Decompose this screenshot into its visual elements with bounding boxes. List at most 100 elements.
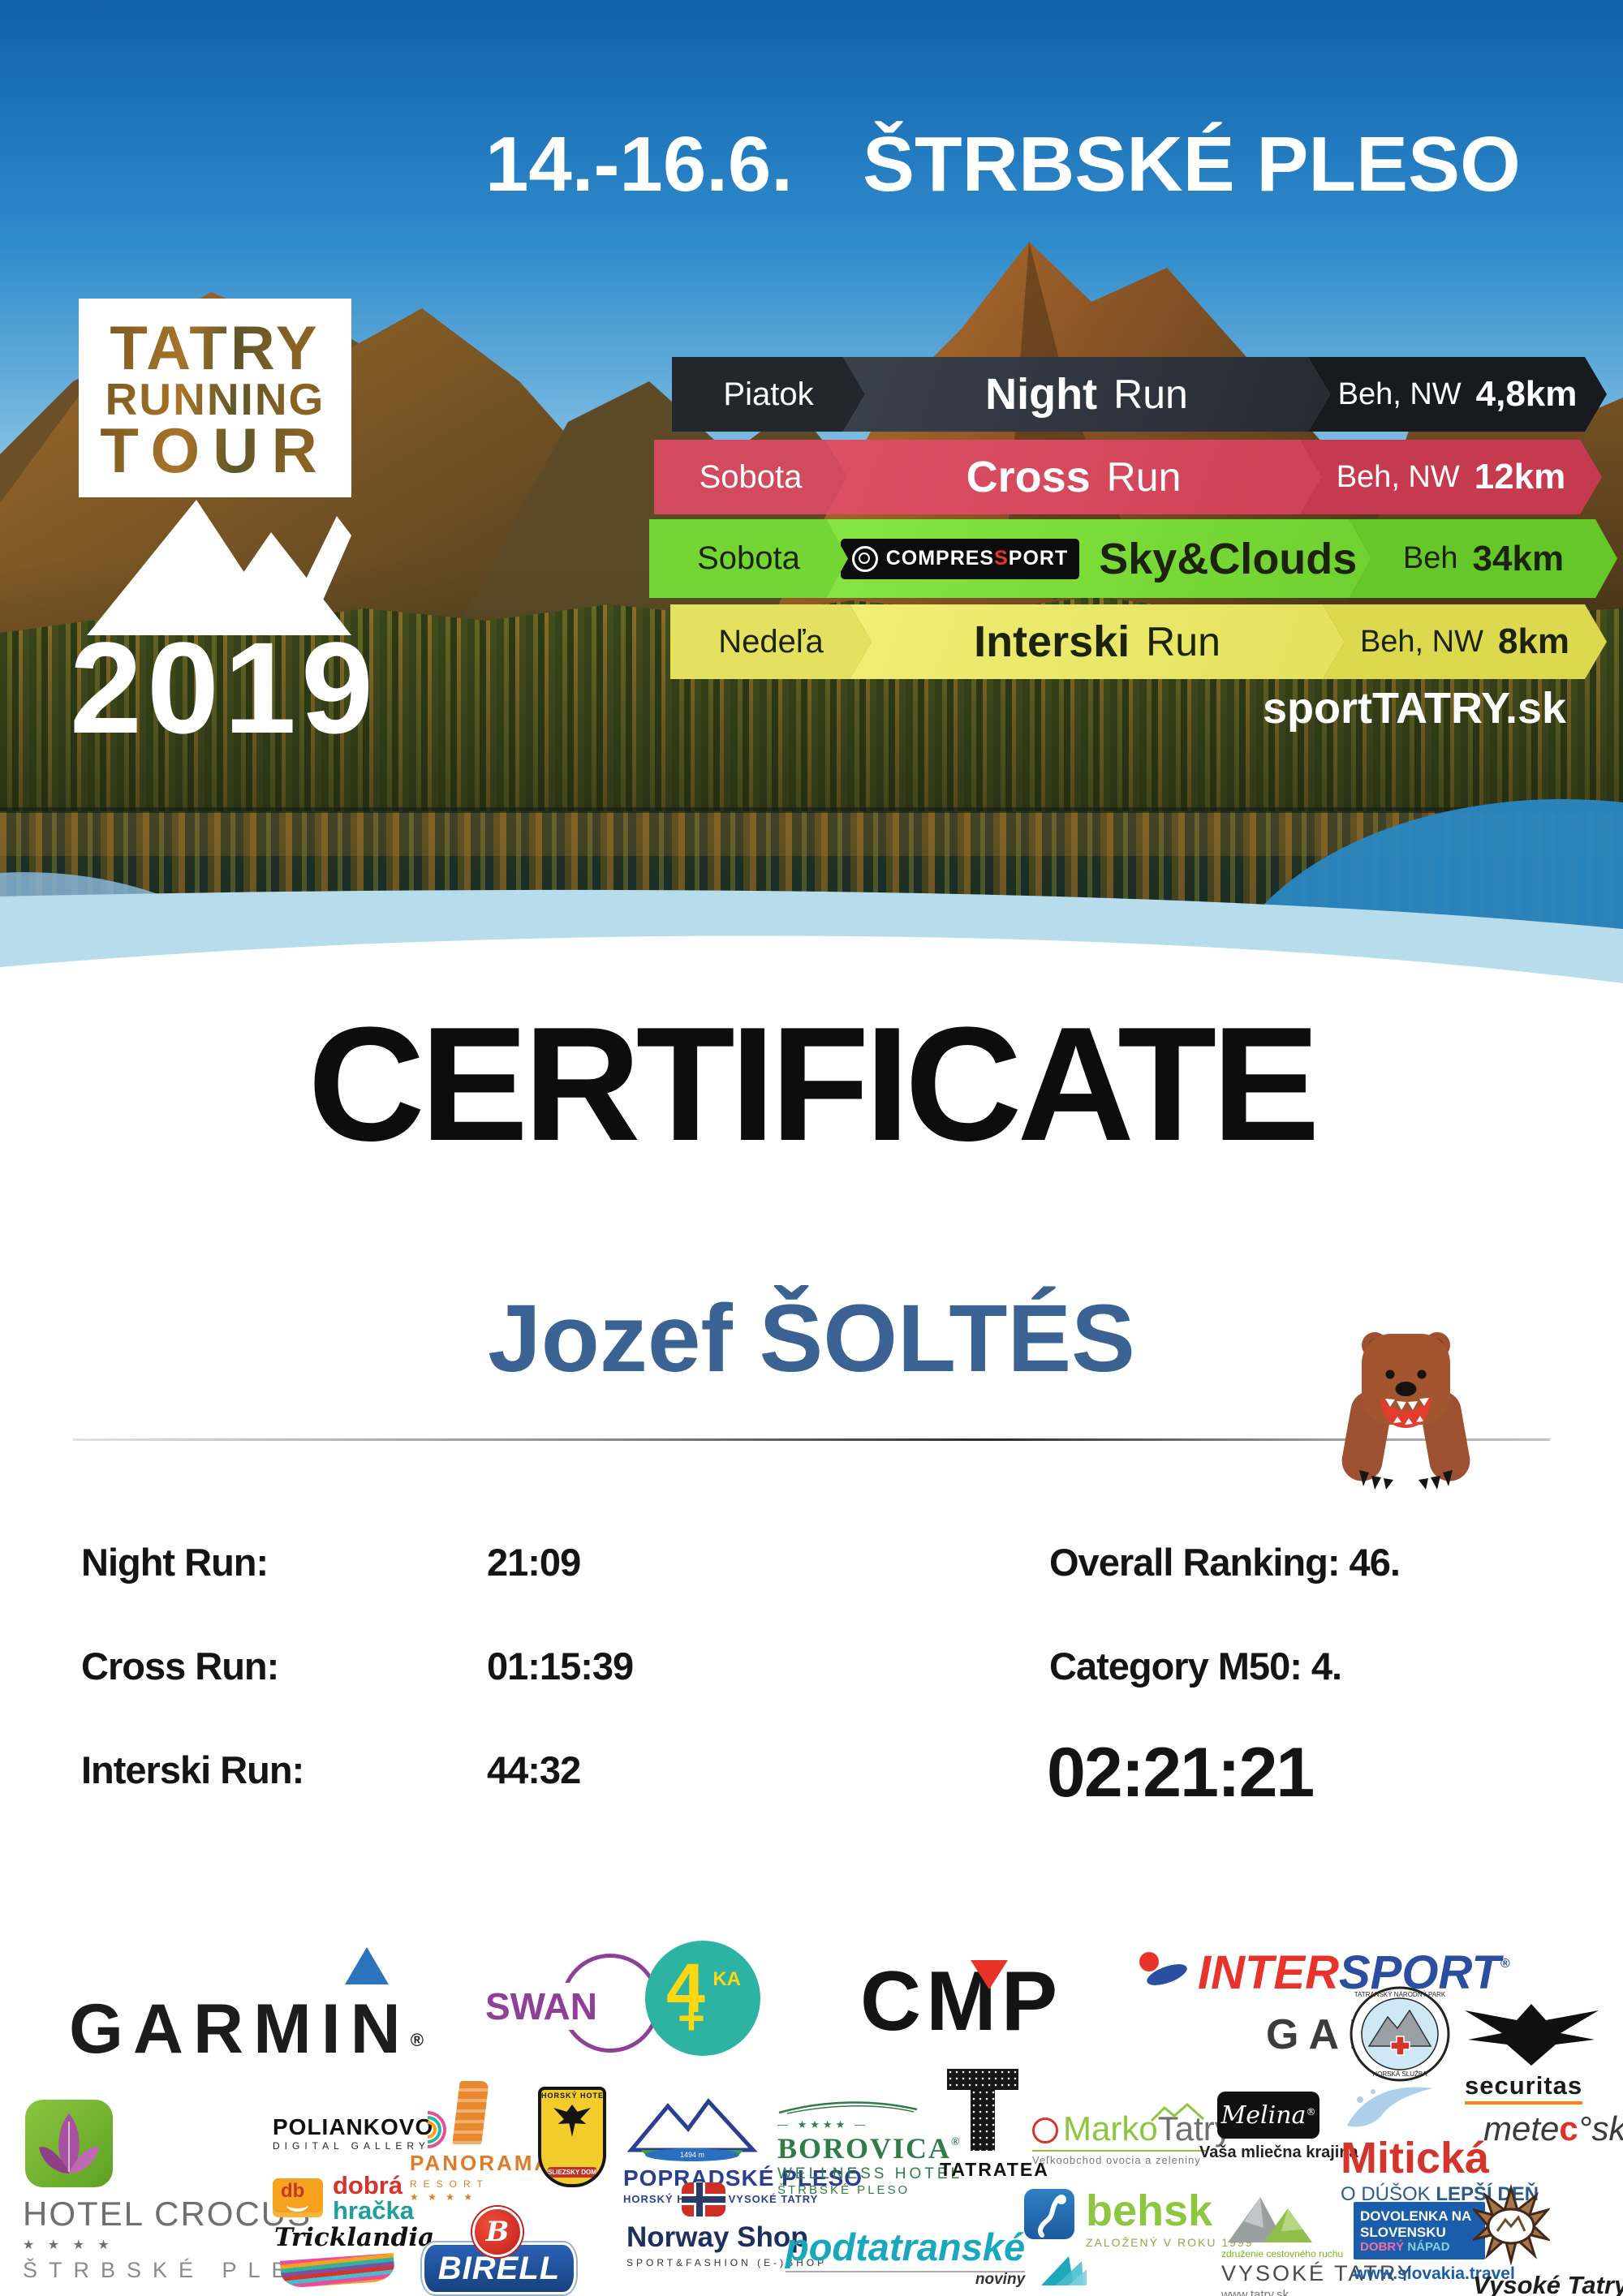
sponsor-tanap-emblem: TATRANSKÝ NÁRODNÝ PARK HORSKÁ SLUŽBA (1350, 1986, 1450, 2082)
sponsor-norway-shop: Norway Shop SPORT&FASHION (E-)SHOP (626, 2182, 824, 2268)
borovica-wordmark: BOROVICA® (777, 2132, 962, 2165)
race-info: Beh (1402, 541, 1458, 575)
race-title: Night (985, 370, 1098, 419)
result-value-interski: 44:32 (487, 1748, 581, 1791)
apple-icon (1032, 2118, 1058, 2143)
garmin-wordmark: GARMIN® (69, 1990, 424, 2068)
race-day: Sobota (697, 540, 800, 576)
race-name-segment: COMPRESSPORT Sky&Clouds (826, 519, 1371, 598)
race-day: Piatok (723, 376, 814, 412)
race-day-segment: Nedeľa (670, 604, 872, 679)
behsk-subtitle: ZALOŽENÝ V ROKU 1999 (1086, 2236, 1254, 2249)
svg-text:TATRANSKÝ NÁRODNÝ PARK: TATRANSKÝ NÁRODNÝ PARK (1354, 1991, 1446, 1998)
horsky-hotel-shield-icon: HORSKÝ HOTEL SLIEZSKY DOM (538, 2087, 606, 2187)
zdruzenie-pre: združenie cestovného ruchu (1221, 2248, 1344, 2259)
marko-wordmark: MarkoTatry (1032, 2109, 1232, 2148)
panorama-tower-icon (452, 2081, 489, 2144)
event-website: sportTATRY.sk (1263, 684, 1567, 733)
sponsor-podtatranske-noviny: podtatranské noviny (786, 2225, 1088, 2289)
race-title: Cross (966, 453, 1091, 501)
panorama-wordmark: PANORAMA® (410, 2151, 559, 2175)
cmp-wordmark: CMP (860, 1954, 1063, 2049)
race-distance: 4,8km (1475, 374, 1578, 414)
race-info: Beh, NW (1336, 459, 1460, 494)
result-value-cross: 01:15:39 (487, 1645, 634, 1688)
tatry-running-tour-logo: TATRY RUNNING TOUR (79, 299, 351, 497)
result-label-night: Night Run: (81, 1541, 269, 1584)
tatratea-wordmark: TATRATEA (940, 2159, 1049, 2180)
race-info: Beh, NW (1359, 624, 1483, 659)
sponsor-borovica: — ★★★★ — BOROVICA® WELLNESS HOTEL ŠTRBSK… (777, 2098, 962, 2197)
race-name-segment: Night Run (843, 357, 1330, 432)
hotel-crocus-stars: ★ ★ ★ ★ (23, 2238, 114, 2252)
dobra-hracka-line1: dobrá (333, 2171, 403, 2199)
shield-title: HORSKÝ HOTEL (541, 2092, 606, 2100)
sponsor-vysoke-tatry-zdruzenie: združenie cestovného ruchu VYSOKÉ TATRY … (1221, 2191, 1412, 2296)
race-distance: 8km (1497, 621, 1570, 661)
race-info: Beh, NW (1337, 376, 1462, 411)
zdruzenie-web: www.tatry.sk (1221, 2288, 1289, 2296)
sponsor-sliezsky-dom: HORSKÝ HOTEL SLIEZSKY DOM (538, 2087, 606, 2187)
melina-box-icon: Melina® (1217, 2092, 1319, 2139)
podtatranske-noviny: noviny (975, 2271, 1026, 2288)
sponsor-tricklandia: Tricklandia (274, 2223, 435, 2289)
result-label-cross: Cross Run: (81, 1645, 279, 1688)
race-banner-cross-run: Sobota Cross Run Beh, NW 12km (654, 440, 1602, 514)
borovica-subtitle2: ŠTRBSKÉ PLESO (777, 2183, 911, 2197)
race-banner-night-run: Piatok Night Run Beh, NW 4,8km (672, 357, 1607, 432)
intersport-icon (1139, 1952, 1159, 1971)
svg-text:HORSKÁ SLUŽBA: HORSKÁ SLUŽBA (1372, 2070, 1427, 2078)
sponsor-4ka: 4 + KA (645, 1941, 760, 2056)
smile-icon (286, 2198, 308, 2212)
borovica-stars: — ★★★★ — (777, 2118, 868, 2130)
race-banner-interski-run: Nedeľa Interski Run Beh, NW 8km (670, 604, 1607, 679)
compressport-icon (852, 546, 878, 572)
sponsor-swan: SWAN (485, 1954, 660, 2053)
event-location: ŠTRBSKÉ PLESO (862, 121, 1521, 208)
norway-shop-wordmark: Norway Shop (626, 2221, 808, 2253)
miticka-tagline: O DÚŠOK LEPŠÍ DEŇ (1341, 2183, 1539, 2205)
sponsor-birell: B BIRELL (422, 2207, 576, 2296)
behsk-wordmark: behsk (1086, 2186, 1213, 2235)
melina-tagline: Vaša mliečna krajina (1199, 2143, 1358, 2161)
logo-line-tatry: TATRY (110, 314, 321, 383)
race-subtitle: Run (1106, 454, 1182, 500)
crocus-flower-icon (25, 2100, 113, 2187)
miticka-wordmark: Mitická (1341, 2134, 1490, 2182)
podtatranske-fan-icon (1041, 2256, 1087, 2285)
podtatranske-wordmark: podtatranské (786, 2225, 1026, 2272)
sponsor-behsk: behsk ZALOŽENÝ V ROKU 1999 (1024, 2189, 1254, 2249)
eagle-icon (553, 2105, 591, 2137)
sponsor-miticka: Mitická O DÚŠOK LEPŠÍ DEŇ (1341, 2079, 1539, 2206)
sponsor-marko-tatry: MarkoTatry Veľkoobchod ovocia a zeleniny (1032, 2103, 1232, 2166)
race-day-segment: Sobota (649, 519, 848, 598)
sponsor-poliankovo: POLIANKOVO DIGITAL GALLERY (273, 2103, 454, 2156)
race-day-segment: Sobota (654, 440, 847, 514)
region-sun-emblem-icon (1470, 2183, 1552, 2266)
total-time: 02:21:21 (1047, 1734, 1315, 1812)
tricklandia-wordmark: Tricklandia (274, 2223, 435, 2252)
certificate-title: CERTIFICATE (308, 994, 1319, 1175)
race-day: Sobota (699, 458, 803, 495)
sponsor-vysoke-tatry-region: Vysoké Tatry www.regiontatry.sk (1470, 2183, 1623, 2296)
sponsor-securitas: securitas (1465, 2002, 1603, 2105)
poliankovo-subtitle: DIGITAL GALLERY (273, 2140, 430, 2152)
sponsor-meteo: metec°sk (1483, 2109, 1623, 2148)
overall-ranking: Overall Ranking: 46. (1049, 1541, 1401, 1584)
marko-ridge-icon (1150, 2103, 1205, 2122)
header-photo: TATRY RUNNING TOUR 2019 14.-16.6. ŠTRBSKÉ… (0, 0, 1623, 1010)
event-date-location: 14.-16.6. ŠTRBSKÉ PLESO (485, 120, 1521, 209)
race-day: Nedeľa (718, 623, 824, 660)
race-info-segment: Beh, NW 12km (1300, 440, 1602, 514)
race-distance: 12km (1474, 457, 1566, 497)
logo-line-running: RUNNING (105, 374, 325, 425)
runner-name: Jozef ŠOLTÉS (488, 1285, 1135, 1392)
4ka-circle-icon: 4 + KA (645, 1941, 760, 2056)
dobra-hracka-box-icon: db (273, 2178, 323, 2217)
garmin-triangle-icon (345, 1947, 389, 1984)
race-distance: 34km (1472, 538, 1565, 578)
race-name-segment: Interski Run (850, 604, 1345, 679)
dovolenka-badge: DOVOLENKA NA SLOVENSKU DOBRÝ NÁPAD (1354, 2202, 1485, 2260)
category-ranking: Category M50: 4. (1049, 1645, 1342, 1688)
